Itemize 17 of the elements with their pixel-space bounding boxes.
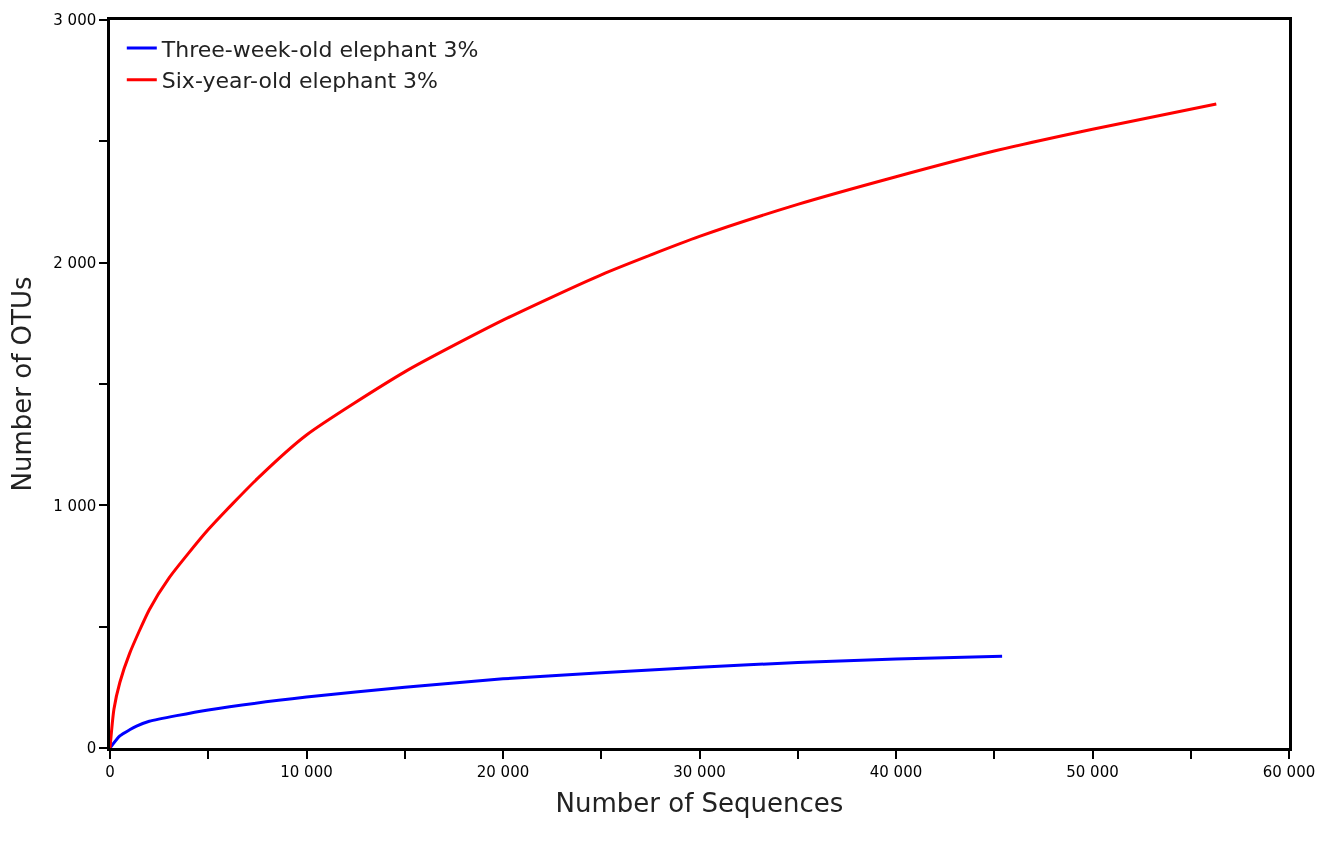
y-tick-label: 2 000 <box>53 253 97 272</box>
y-tick-label: 1 000 <box>53 496 97 515</box>
line-series <box>110 102 1218 748</box>
y-axis-title: Number of OTUs <box>6 276 37 492</box>
x-axis-title: Number of Sequences <box>555 788 844 819</box>
x-tick-label: 40 000 <box>869 762 923 781</box>
x-tick-label: 20 000 <box>476 762 530 781</box>
line-series <box>110 654 1004 748</box>
x-tick-label: 0 <box>105 762 115 781</box>
legend-label: Six-year-old elephant 3% <box>161 68 439 94</box>
legend-label: Three-week-old elephant 3% <box>160 36 479 62</box>
y-tick-label: 3 000 <box>53 11 97 30</box>
x-tick-label: 30 000 <box>673 762 726 781</box>
x-tick-label: 50 000 <box>1066 762 1119 781</box>
x-tick-label: 10 000 <box>280 762 333 781</box>
y-tick-label: 0 <box>86 739 97 758</box>
x-tick-label: 60 000 <box>1262 762 1316 781</box>
